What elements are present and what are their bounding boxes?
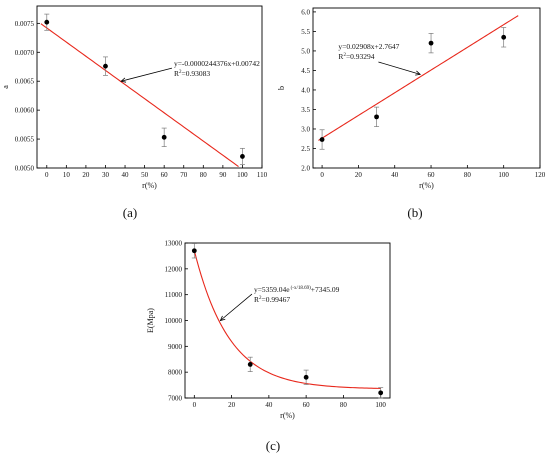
x-tick-label: 50	[141, 171, 149, 179]
y-tick-label: 3.0	[301, 125, 310, 133]
plot-frame	[36, 5, 263, 169]
x-tick-label: 90	[219, 171, 227, 179]
chart-c: 0 20 40 60 80 100 7000 8000 9000 10000 11000 12000 1…	[146, 240, 391, 420]
x-tick-label: 20	[228, 401, 236, 409]
r-squared-label: R2=0.99467	[254, 295, 290, 304]
panel-label-a: (a)	[123, 205, 137, 220]
y-tick-label: 6.0	[301, 8, 310, 16]
y-tick-label: 5.0	[301, 47, 310, 55]
panel-label-b: (b)	[407, 205, 422, 220]
panel-label-c: (c)	[266, 438, 280, 453]
y-tick-label: 12000	[165, 265, 183, 273]
plot-frame	[184, 242, 391, 399]
fit-equation-label: y=0.02908x+2.7647	[338, 42, 399, 51]
fit-equation-label: y=-0.0000244376x+0.00742	[174, 59, 260, 68]
y-axis-label: b	[277, 86, 286, 90]
data-point	[374, 114, 379, 120]
x-tick-label: 60	[161, 171, 169, 179]
x-tick-label: 120	[535, 171, 546, 179]
x-axis-label: r(%)	[419, 181, 434, 190]
y-tick-label: 2.5	[301, 145, 310, 153]
annotation-arrowhead	[219, 315, 226, 322]
annotation-arrow	[220, 293, 253, 321]
x-tick-label: 40	[265, 401, 273, 409]
x-axis-label: r(%)	[142, 181, 157, 190]
data-point	[161, 134, 167, 140]
x-tick-label: 60	[428, 171, 436, 179]
fit-line	[318, 15, 519, 141]
data-point	[303, 374, 309, 380]
y-tick-label: 2.0	[301, 165, 310, 173]
r-squared-label: R2=0.93294	[338, 52, 374, 61]
data-point	[191, 248, 197, 254]
fit-line	[193, 250, 381, 389]
annotation-arrowhead	[415, 70, 422, 76]
y-tick-label: 0.0070	[15, 49, 35, 57]
x-tick-label: 100	[498, 171, 509, 179]
y-tick-label: 0.0055	[15, 136, 35, 144]
y-tick-label: 0.0060	[15, 107, 35, 115]
y-tick-label: 0.0050	[15, 165, 35, 173]
data-point	[378, 390, 384, 396]
x-tick-label: 80	[464, 171, 472, 179]
fit-equation-label: y=5359.04e(-x/18.69)+7345.09	[254, 285, 340, 294]
y-tick-label: 4.0	[301, 86, 310, 94]
x-tick-label: 0	[45, 171, 49, 179]
y-tick-label: 4.5	[301, 67, 310, 75]
x-tick-label: 80	[340, 401, 348, 409]
y-tick-label: 0.0065	[15, 78, 35, 86]
fit-line	[40, 23, 239, 167]
data-point	[247, 362, 253, 367]
y-tick-label: 5.5	[301, 28, 310, 36]
y-axis-label: E(Mpa)	[146, 308, 155, 333]
data-point	[44, 19, 50, 25]
y-tick-label: 13000	[165, 240, 183, 248]
data-point	[428, 40, 434, 46]
x-tick-label: 100	[237, 171, 248, 179]
x-tick-label: 40	[122, 171, 130, 179]
x-tick-label: 0	[193, 401, 197, 409]
y-tick-label: 0.0075	[15, 20, 35, 28]
data-point	[103, 63, 108, 69]
x-tick-label: 70	[180, 171, 188, 179]
data-point	[319, 137, 325, 142]
chart-a: 0 10 20 30 40 50 60 70 80 90 100 110 0.0050 0.0055 0.0…	[1, 5, 268, 190]
x-tick-label: 80	[200, 171, 208, 179]
y-tick-label: 3.5	[301, 106, 310, 114]
y-tick-label: 10000	[165, 317, 183, 325]
r-squared-label: R2=0.93083	[174, 69, 210, 78]
y-tick-label: 11000	[165, 291, 183, 299]
y-axis-label: a	[1, 85, 10, 89]
x-tick-label: 100	[375, 401, 386, 409]
chart-b: 0 20 40 60 80 100 120 2.0 2.5 3.0 3.5 4.0 4.5 5.0 5.5 6…	[277, 7, 546, 190]
x-tick-label: 30	[102, 171, 110, 179]
x-tick-label: 20	[355, 171, 363, 179]
annotation-arrowhead	[120, 77, 127, 83]
y-tick-label: 8000	[168, 369, 183, 377]
x-tick-label: 110	[257, 171, 268, 179]
y-tick-label: 7000	[168, 395, 183, 403]
x-tick-label: 20	[82, 171, 90, 179]
annotation-arrow	[378, 61, 421, 75]
x-tick-label: 40	[391, 171, 399, 179]
data-point	[501, 34, 507, 40]
x-axis-label: r(%)	[280, 411, 295, 420]
x-tick-label: 60	[303, 401, 311, 409]
x-tick-label: 0	[320, 171, 324, 179]
data-point	[240, 154, 245, 159]
plot-frame	[312, 7, 541, 169]
annotation-arrow	[121, 67, 173, 82]
y-tick-label: 9000	[168, 343, 183, 351]
x-tick-label: 10	[63, 171, 71, 179]
